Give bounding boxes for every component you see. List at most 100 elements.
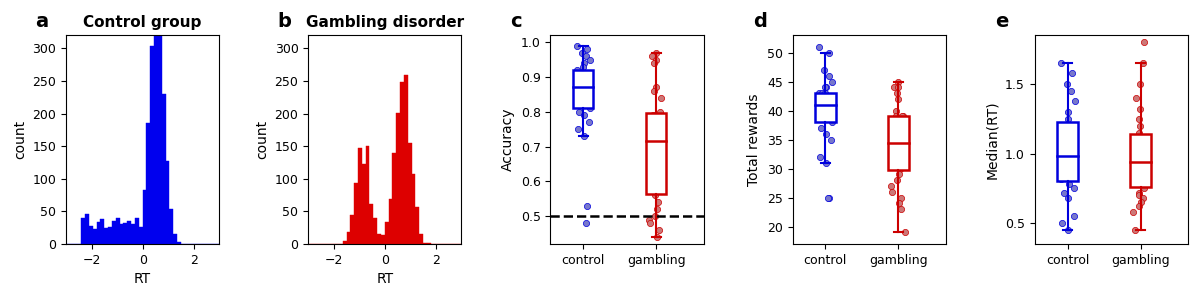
Point (894, 114, 913, 119)
Point (892, 143, 911, 148)
Bar (419, 234, 424, 244)
Point (888, 161, 907, 165)
Bar (166, 161, 169, 244)
Bar (362, 164, 366, 244)
Point (888, 149, 907, 153)
Point (1054, 190, 1073, 195)
Bar (427, 243, 431, 244)
Point (809, 108, 828, 113)
Bar (104, 228, 108, 244)
Bar (112, 221, 116, 244)
Point (569, 127, 588, 132)
Bar (85, 214, 89, 244)
Point (816, 85, 835, 90)
Point (1130, 193, 1150, 198)
Point (653, 168, 672, 173)
Bar (101, 219, 104, 244)
Bar (1130, 134, 1151, 187)
Point (570, 88, 589, 93)
Point (1132, 200, 1151, 205)
Y-axis label: count: count (13, 120, 26, 159)
Bar (82, 218, 85, 244)
Point (575, 103, 594, 107)
Point (812, 126, 832, 131)
Point (570, 85, 589, 90)
Point (1130, 107, 1150, 111)
Point (820, 50, 839, 55)
Point (566, 99, 586, 104)
Point (1055, 158, 1074, 163)
Bar (127, 220, 131, 244)
Point (892, 131, 911, 136)
Point (644, 130, 664, 135)
Point (816, 85, 835, 90)
X-axis label: RT: RT (377, 272, 394, 286)
Bar (377, 234, 380, 244)
Bar (572, 70, 594, 108)
Bar (139, 227, 143, 244)
Point (643, 120, 662, 125)
Point (816, 161, 835, 165)
Point (895, 149, 914, 153)
Bar (150, 46, 154, 244)
Point (1136, 179, 1156, 184)
Bar (380, 235, 385, 244)
Point (644, 113, 664, 118)
Point (574, 134, 593, 138)
Point (649, 134, 668, 138)
Bar (404, 75, 408, 244)
Title: Control group: Control group (84, 15, 202, 30)
Bar (385, 223, 389, 244)
Bar (146, 123, 150, 244)
Point (646, 141, 665, 146)
Point (1132, 148, 1151, 153)
Point (1129, 204, 1148, 209)
Point (821, 97, 840, 101)
Point (1054, 165, 1073, 170)
Point (576, 221, 595, 225)
Point (812, 103, 832, 107)
Point (642, 172, 661, 177)
Point (649, 144, 668, 149)
Point (823, 79, 842, 84)
Point (1064, 172, 1084, 177)
Point (646, 214, 665, 218)
Point (816, 131, 835, 136)
Bar (124, 223, 127, 244)
Bar (350, 215, 354, 244)
Bar (143, 190, 146, 244)
Point (811, 103, 830, 107)
Point (647, 85, 666, 90)
Point (647, 235, 666, 239)
Point (1126, 228, 1145, 233)
Point (1056, 150, 1075, 155)
Bar (162, 94, 166, 244)
Point (1057, 169, 1076, 174)
Point (640, 217, 659, 222)
Point (1058, 196, 1078, 201)
Bar (97, 223, 101, 244)
Text: e: e (995, 12, 1008, 31)
X-axis label: RT: RT (134, 272, 151, 286)
Point (822, 137, 841, 142)
Point (895, 230, 914, 235)
Point (883, 190, 902, 194)
Point (580, 96, 599, 100)
Point (648, 116, 667, 121)
Point (1129, 165, 1148, 170)
Point (1134, 172, 1153, 177)
Point (1058, 137, 1078, 142)
Point (581, 57, 600, 62)
Point (1133, 161, 1152, 166)
Point (648, 200, 667, 205)
Point (1051, 176, 1070, 181)
Bar (408, 143, 412, 244)
Point (647, 57, 666, 62)
Text: a: a (35, 12, 48, 31)
Point (568, 43, 587, 48)
Point (575, 113, 594, 118)
Bar (888, 116, 908, 170)
Point (1061, 88, 1080, 93)
Bar (370, 204, 373, 244)
Point (644, 137, 664, 142)
